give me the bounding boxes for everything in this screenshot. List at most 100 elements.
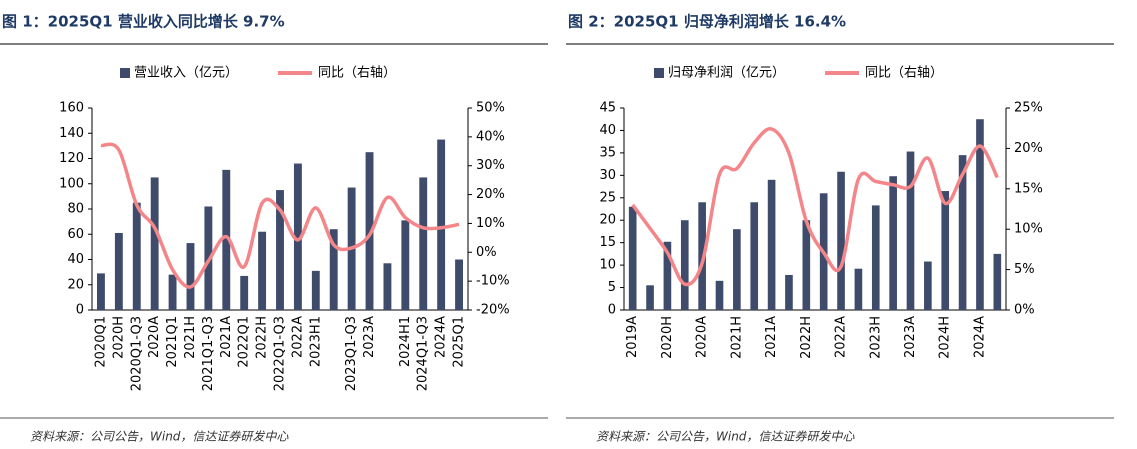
x-tick-label: 2023H1 — [308, 316, 323, 367]
x-tick-label: 2021H — [183, 316, 198, 359]
bar — [419, 177, 428, 310]
x-tick-label: 2021Q1-Q3 — [201, 316, 216, 391]
y-tick-label: 30 — [599, 168, 616, 183]
y2-tick-label: 40% — [476, 129, 505, 144]
x-tick-label: 2023A — [362, 316, 377, 358]
y2-tick-label: 10% — [476, 216, 505, 231]
x-tick-label: 2023Q1-Q3 — [344, 316, 359, 391]
y-tick-label: 160 — [59, 101, 84, 116]
x-tick-label: 2020H — [111, 316, 126, 359]
y2-tick-label: -10% — [476, 274, 510, 289]
y-tick-label: 25 — [599, 190, 616, 205]
y-tick-label: 0 — [608, 303, 616, 318]
x-tick-label: 2022A — [834, 316, 849, 358]
chart: 图 2：2025Q1 归母净利润增长 16.4% 资料来源：公司公告，Wind，信… — [566, 13, 1114, 444]
bar — [383, 263, 392, 310]
bar — [455, 259, 463, 310]
y2-tick-label: 0% — [1014, 303, 1035, 318]
bar — [854, 268, 863, 310]
x-tick-label: 2020A — [695, 316, 710, 358]
y-tick-label: 140 — [59, 126, 84, 141]
bar — [802, 220, 811, 310]
bar — [785, 274, 793, 310]
x-tick-label: 2024A — [972, 316, 987, 358]
bar — [401, 220, 410, 310]
y-tick-label: 120 — [59, 151, 84, 166]
x-tick-label: 2019A — [625, 316, 640, 358]
y2-tick-label: 5% — [1014, 262, 1035, 277]
bar — [276, 190, 284, 310]
y2-tick-label: 20% — [476, 187, 505, 202]
bar — [628, 206, 637, 310]
x-tick-label: 2021A — [764, 316, 779, 358]
y2-tick-label: 20% — [1014, 141, 1043, 156]
bar — [150, 177, 159, 310]
legend-label: 归母净利润（亿元） — [668, 66, 785, 81]
bar — [222, 169, 231, 310]
bar — [97, 273, 105, 310]
bar — [663, 241, 672, 310]
x-tick-label: 2022Q1-Q3 — [273, 316, 288, 391]
x-tick-label: 2023H — [868, 316, 883, 359]
y2-tick-label: 30% — [476, 158, 505, 173]
bar — [646, 285, 654, 310]
x-tick-label: 2023A — [903, 316, 918, 358]
bar — [976, 119, 984, 310]
bar — [958, 155, 967, 310]
x-tick-label: 2020A — [147, 316, 162, 358]
bar — [680, 220, 689, 310]
y2-tick-label: 10% — [1014, 222, 1043, 237]
y-tick-label: 20 — [67, 277, 84, 292]
y-tick-label: 20 — [599, 213, 616, 228]
source-note: 资料来源：公司公告，Wind，信达证券研发中心 — [596, 430, 855, 444]
y-tick-label: 0 — [76, 303, 84, 318]
x-tick-label: 2024Q1-Q3 — [416, 316, 431, 391]
line — [100, 142, 460, 289]
bar — [186, 243, 195, 310]
legend-label: 营业收入（亿元） — [134, 66, 238, 81]
line — [631, 127, 999, 287]
bar — [924, 261, 932, 310]
bar — [293, 163, 302, 310]
x-tick-label: 2022A — [290, 316, 305, 358]
y-tick-label: 60 — [67, 227, 84, 242]
x-tick-label: 2024A — [434, 316, 449, 358]
bar — [329, 229, 338, 310]
y2-tick-label: 0% — [476, 245, 497, 260]
x-tick-label: 2022H — [255, 316, 270, 359]
x-tick-label: 2020H — [660, 316, 675, 359]
bar — [132, 202, 141, 310]
bar — [750, 202, 759, 310]
y2-tick-label: -20% — [476, 303, 510, 318]
bar — [114, 232, 123, 310]
y-tick-label: 40 — [67, 252, 84, 267]
y-tick-label: 100 — [59, 176, 84, 191]
bar — [837, 171, 845, 310]
bar — [258, 231, 267, 310]
y-tick-label: 5 — [608, 280, 616, 295]
y2-tick-label: 15% — [1014, 181, 1043, 196]
legend-label: 同比（右轴） — [865, 66, 943, 81]
bar — [993, 253, 1002, 310]
bar — [437, 139, 446, 310]
x-tick-label: 2021H — [729, 316, 744, 359]
legend-label: 同比（右轴） — [318, 66, 396, 81]
chart: 图 1：2025Q1 营业收入同比增长 9.7% 资料来源：公司公告，Wind，信… — [0, 13, 548, 444]
y-tick-label: 15 — [599, 235, 616, 250]
legend-swatch — [654, 68, 664, 78]
bar — [733, 229, 741, 310]
bar — [767, 179, 776, 310]
bar — [240, 275, 249, 310]
bar — [889, 176, 897, 310]
y-tick-label: 45 — [599, 101, 616, 116]
x-tick-label: 2021A — [219, 316, 234, 358]
bar — [168, 274, 177, 310]
chart-title: 图 2：2025Q1 归母净利润增长 16.4% — [568, 13, 846, 31]
x-tick-label: 2022Q1 — [237, 316, 252, 368]
bar — [871, 205, 880, 310]
x-tick-label: 2020Q1 — [93, 316, 108, 368]
bar — [906, 151, 915, 310]
x-tick-label: 2024H1 — [398, 316, 413, 367]
y-tick-label: 80 — [67, 202, 84, 217]
